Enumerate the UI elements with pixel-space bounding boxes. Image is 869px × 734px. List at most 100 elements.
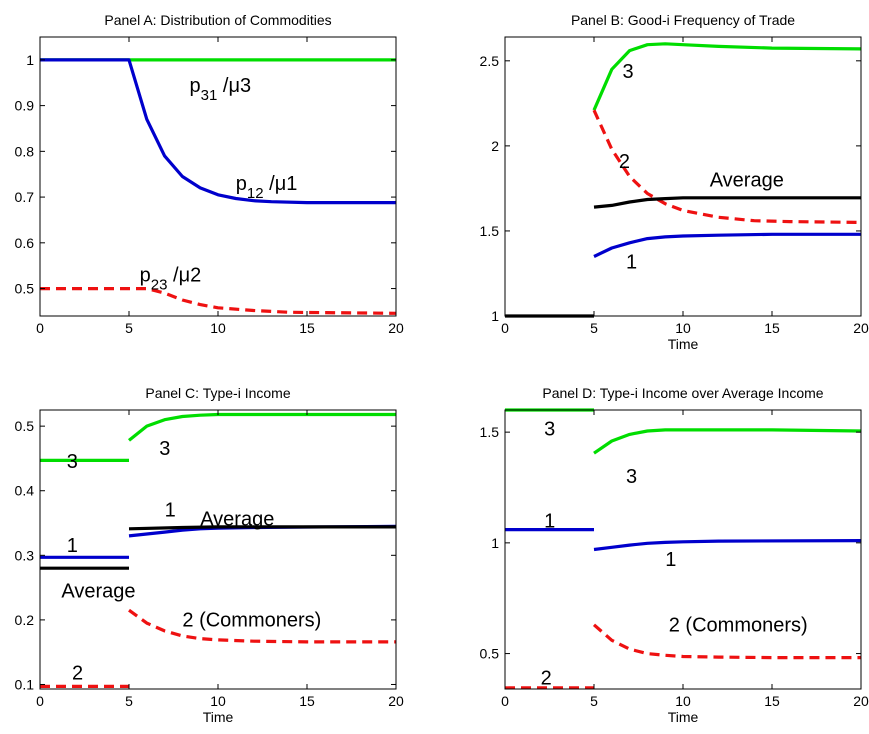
x-tick-label: 15 — [299, 693, 315, 709]
annotation-main: 1 — [626, 251, 637, 273]
y-tick-label: 0.9 — [15, 98, 35, 114]
y-tick-label: 0.6 — [15, 235, 35, 251]
y-tick-label: 0.7 — [15, 189, 35, 205]
y-tick-label: 0.4 — [15, 483, 35, 499]
x-tick-label: 5 — [125, 320, 133, 336]
annotation-main: 3 — [626, 466, 637, 488]
panel-c: Panel C: Type-i Income 0 5 10 15 20 0.1 0.2 0.3 0… — [15, 385, 404, 725]
annotation-main: 3 — [67, 451, 78, 473]
x-tick-label: 5 — [125, 693, 133, 709]
annotation-subscript: 31 — [201, 87, 218, 104]
series-group — [40, 60, 396, 313]
annotation-main: 1 — [67, 535, 78, 557]
panel-b: Panel B: Good-i Frequency of Trade0 5 10 15… — [480, 12, 869, 352]
annotation-label: p12 /μ1 — [236, 173, 298, 202]
y-tick-label: 0.2 — [15, 612, 35, 628]
annotation-label: 2 (Commoners) — [182, 609, 321, 631]
x-tick-label: 0 — [36, 320, 44, 336]
x-axis-label: Time — [203, 709, 234, 725]
series-line-3 — [594, 198, 861, 207]
annotation-main: 3 — [622, 61, 633, 83]
x-tick-label: 0 — [501, 693, 509, 709]
annotation-label: Average — [710, 170, 784, 192]
annotation-main: Average — [710, 170, 784, 192]
x-tick-label: 15 — [764, 693, 780, 709]
x-tick-label: 20 — [853, 693, 869, 709]
x-tick-label: 15 — [299, 320, 315, 336]
annotation-label: p23 /μ2 — [140, 265, 202, 294]
plot-frame — [505, 410, 861, 689]
annotation-main: 2 (Commoners) — [182, 609, 321, 631]
annotation-label: Average — [200, 509, 274, 531]
y-tick-label: 0.5 — [480, 646, 500, 662]
panel-d: Panel D: Type-i Income over Average Inco… — [480, 385, 869, 725]
annotation-label: 1 — [544, 510, 555, 532]
y-tick-label: 0.8 — [15, 143, 35, 159]
series-line-4 — [594, 541, 861, 550]
annotation-label: 2 — [619, 151, 630, 173]
annotation-label: 1 — [626, 251, 637, 273]
annotation-label: 3 — [626, 466, 637, 488]
annotation-main: 1 — [165, 500, 176, 522]
x-tick-label: 15 — [764, 320, 780, 336]
y-tick-label: 1 — [491, 308, 499, 324]
plot-frame — [505, 37, 861, 316]
x-tick-label: 10 — [210, 320, 226, 336]
x-tick-label: 20 — [388, 320, 404, 336]
annotation-main: 3 — [159, 438, 170, 460]
annotation-main: 2 — [541, 668, 552, 690]
annotation-main: Average — [61, 580, 135, 602]
x-tick-label: 20 — [388, 693, 404, 709]
annotation-label: 3 — [622, 61, 633, 83]
x-tick-label: 0 — [36, 693, 44, 709]
y-tick-label: 0.3 — [15, 547, 35, 563]
annotation-label: 1 — [165, 500, 176, 522]
x-tick-label: 10 — [675, 320, 691, 336]
x-tick-label: 0 — [501, 320, 509, 336]
x-tick-label: 10 — [210, 693, 226, 709]
annotation-main: 3 — [544, 418, 555, 440]
x-axis-label: Time — [668, 709, 699, 725]
panel-title: Panel C: Type-i Income — [145, 385, 290, 401]
annotation-main: p — [190, 75, 201, 97]
x-tick-label: 20 — [853, 320, 869, 336]
y-tick-label: 1.5 — [480, 223, 500, 239]
annotation-rest: /μ2 — [167, 265, 201, 287]
annotation-label: 3 — [67, 451, 78, 473]
annotation-label: 1 — [67, 535, 78, 557]
annotation-subscript: 23 — [151, 277, 168, 294]
annotation-rest: /μ1 — [264, 173, 298, 195]
series-group — [40, 415, 396, 687]
series-line-4 — [129, 415, 396, 441]
annotation-rest: /μ3 — [217, 75, 251, 97]
series-group — [505, 44, 861, 316]
series-line-2 — [40, 289, 396, 314]
y-tick-label: 2.5 — [480, 53, 500, 69]
y-tick-label: 1.5 — [480, 424, 500, 440]
x-tick-label: 5 — [590, 693, 598, 709]
annotation-main: p — [140, 265, 151, 287]
annotation-main: Average — [200, 509, 274, 531]
y-tick-label: 0.5 — [15, 418, 35, 434]
panel-title: Panel A: Distribution of Commodities — [104, 12, 331, 28]
annotation-main: 2 — [619, 151, 630, 173]
annotation-main: 2 — [72, 662, 83, 684]
series-line-2 — [594, 110, 861, 222]
x-axis-label: Time — [668, 336, 699, 352]
y-tick-label: 2 — [491, 138, 499, 154]
y-tick-label: 0.5 — [15, 281, 35, 297]
annotation-main: 1 — [665, 549, 676, 571]
y-tick-label: 1 — [491, 535, 499, 551]
annotation-label: 3 — [159, 438, 170, 460]
series-line-3 — [594, 430, 861, 453]
annotation-main: 2 (Commoners) — [669, 614, 808, 636]
series-group — [505, 410, 861, 688]
panel-title: Panel D: Type-i Income over Average Inco… — [542, 385, 823, 401]
x-tick-label: 10 — [675, 693, 691, 709]
annotation-label: 1 — [665, 549, 676, 571]
plot-frame — [40, 410, 396, 689]
y-tick-label: 0.1 — [15, 676, 35, 692]
y-tick-label: 1 — [26, 52, 34, 68]
